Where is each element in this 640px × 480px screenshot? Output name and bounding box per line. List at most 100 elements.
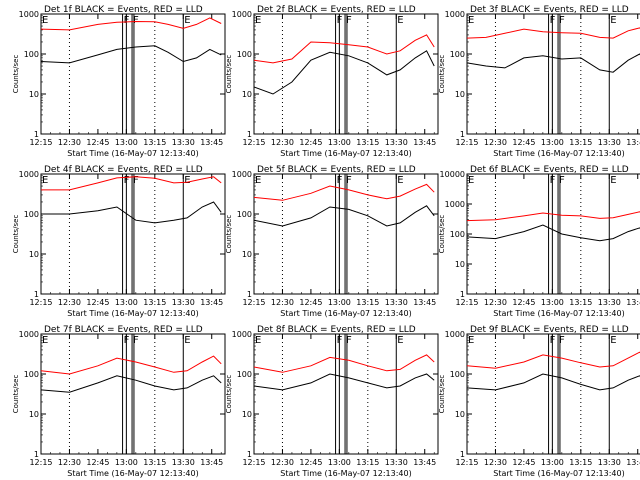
- lld-series-line: [41, 176, 222, 191]
- y-axis-label: Counts/sec: [12, 375, 20, 414]
- interval-label: F: [346, 175, 352, 186]
- x-tick-label: 13:15: [143, 458, 166, 467]
- y-tick-label: 10: [242, 250, 252, 259]
- y-tick-label: 100: [24, 50, 39, 59]
- panel-4: Det 4f BLACK = Events, RED = LLD 1 10 100 10…: [12, 165, 226, 318]
- panel-3: Det 3f BLACK = Events, RED = LLD 1 10 100 10…: [438, 5, 640, 158]
- lld-series-line: [466, 351, 640, 369]
- y-tick-label: 10: [29, 250, 39, 259]
- x-tick-label: 13:00: [541, 138, 564, 147]
- x-tick-label: 13:15: [569, 298, 592, 307]
- y-tick-label: 100: [237, 210, 252, 219]
- interval-label: E: [42, 175, 48, 186]
- x-tick-label: 12:45: [299, 458, 322, 467]
- panel-title: Det 1f BLACK = Events, RED = LLD: [44, 5, 203, 15]
- interval-label: E: [468, 335, 474, 346]
- interval-label: F: [559, 15, 565, 26]
- interval-label: E: [184, 335, 190, 346]
- panel-2: Det 2f BLACK = Events, RED = LLD 1 10 100 10…: [225, 5, 439, 158]
- y-tick-label: 10: [242, 90, 252, 99]
- x-axis-label: Start Time (16-May-07 12:13:40): [280, 469, 411, 478]
- x-tick-label: 13:00: [541, 298, 564, 307]
- y-tick-label: 10: [242, 410, 252, 419]
- x-tick-label: 12:45: [299, 138, 322, 147]
- events-series-line: [466, 224, 640, 242]
- x-tick-label: 13:00: [541, 458, 564, 467]
- y-tick-label: 1000: [19, 10, 39, 19]
- y-tick-label: 1: [460, 450, 465, 459]
- x-tick-label: 13:45: [626, 458, 640, 467]
- panel-9: Det 9f BLACK = Events, RED = LLD 1 10 100 10…: [438, 325, 640, 478]
- panel-8: Det 8f BLACK = Events, RED = LLD 1 10 100 10…: [225, 325, 439, 478]
- x-tick-label: 13:15: [143, 298, 166, 307]
- x-tick-label: 12:30: [271, 298, 294, 307]
- x-tick-label: 12:15: [29, 298, 52, 307]
- x-tick-label: 13:15: [143, 138, 166, 147]
- y-axis-label: Counts/sec: [438, 55, 446, 94]
- y-tick-label: 1000: [445, 200, 465, 209]
- events-series-line: [40, 45, 222, 64]
- plot-frame: [253, 173, 439, 295]
- x-tick-label: 13:00: [328, 458, 351, 467]
- panel-title: Det 5f BLACK = Events, RED = LLD: [257, 165, 416, 175]
- x-axis-label: Start Time (16-May-07 12:13:40): [280, 309, 411, 318]
- x-axis-label: Start Time (16-May-07 12:13:40): [493, 309, 624, 318]
- lld-series-line: [253, 354, 435, 373]
- plot-frame: [253, 13, 439, 135]
- interval-label: E: [184, 175, 190, 186]
- x-tick-label: 13:00: [115, 458, 138, 467]
- panel-5: Det 5f BLACK = Events, RED = LLD 1 10 100 10…: [225, 165, 439, 318]
- interval-label: F: [133, 15, 139, 26]
- interval-label: F: [550, 175, 556, 186]
- panel-title: Det 8f BLACK = Events, RED = LLD: [257, 325, 416, 335]
- x-tick-label: 12:30: [271, 458, 294, 467]
- y-tick-label: 10: [29, 90, 39, 99]
- panel-title: Det 6f BLACK = Events, RED = LLD: [470, 165, 629, 175]
- interval-label: E: [42, 335, 48, 346]
- interval-label: E: [42, 15, 48, 26]
- x-tick-label: 12:30: [484, 138, 507, 147]
- y-tick-label: 1: [247, 450, 252, 459]
- y-tick-label: 10: [29, 410, 39, 419]
- plot-frame: [40, 173, 226, 295]
- panel-6: Det 6f BLACK = Events, RED = LLD 1 10 100 10…: [438, 165, 640, 318]
- plot-frame: [466, 333, 640, 455]
- interval-label: F: [550, 15, 556, 26]
- y-tick-label: 1000: [445, 330, 465, 339]
- interval-label: F: [133, 175, 139, 186]
- y-tick-label: 100: [450, 230, 465, 239]
- panel-title: Det 7f BLACK = Events, RED = LLD: [44, 325, 203, 335]
- x-tick-label: 13:45: [626, 298, 640, 307]
- y-tick-label: 1000: [445, 10, 465, 19]
- y-axis-label: Counts/sec: [12, 55, 20, 94]
- y-tick-label: 1000: [19, 330, 39, 339]
- y-tick-label: 10: [455, 260, 465, 269]
- x-tick-label: 13:15: [569, 138, 592, 147]
- interval-label: E: [397, 15, 403, 26]
- plot-frame: [40, 333, 226, 455]
- x-tick-label: 12:30: [58, 138, 81, 147]
- events-series-line: [253, 50, 435, 95]
- y-tick-label: 1: [460, 130, 465, 139]
- x-tick-label: 13:30: [598, 298, 621, 307]
- x-tick-label: 13:45: [413, 298, 436, 307]
- y-tick-label: 1000: [19, 170, 39, 179]
- x-tick-label: 12:45: [86, 298, 109, 307]
- x-tick-label: 13:00: [328, 138, 351, 147]
- y-tick-label: 1: [460, 290, 465, 299]
- y-tick-label: 1: [34, 290, 39, 299]
- x-tick-label: 12:15: [242, 298, 265, 307]
- y-tick-label: 100: [237, 370, 252, 379]
- lld-series-line: [40, 17, 222, 31]
- y-axis-label: Counts/sec: [225, 55, 233, 94]
- x-tick-label: 12:15: [455, 458, 478, 467]
- x-tick-label: 13:15: [569, 458, 592, 467]
- x-tick-label: 12:15: [242, 138, 265, 147]
- events-series-line: [40, 375, 222, 393]
- interval-label: E: [610, 15, 616, 26]
- x-tick-label: 12:45: [86, 458, 109, 467]
- x-tick-label: 12:30: [58, 458, 81, 467]
- events-series-line: [466, 373, 640, 391]
- y-tick-label: 1: [247, 290, 252, 299]
- interval-label: F: [133, 335, 139, 346]
